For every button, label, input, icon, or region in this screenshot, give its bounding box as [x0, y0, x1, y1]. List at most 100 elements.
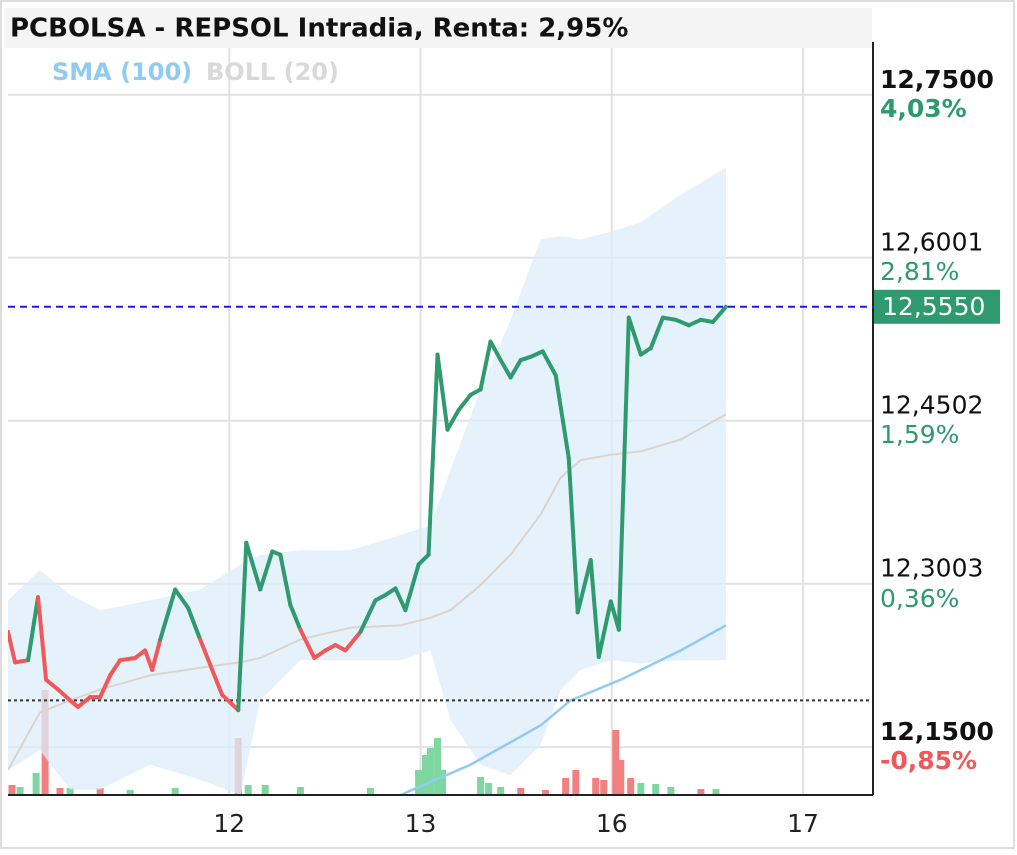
- price-segment: [36, 595, 49, 682]
- price-segment: [150, 637, 163, 672]
- price-segment: [575, 558, 593, 615]
- volume-bar: [421, 755, 429, 795]
- bollinger-middle: [8, 413, 727, 771]
- price-segment: [488, 339, 503, 363]
- price-segment: [210, 667, 225, 697]
- volume-bar: [439, 770, 447, 795]
- price-segment: [553, 373, 571, 460]
- last-price-box: [874, 289, 1000, 324]
- price-segment: [26, 595, 41, 663]
- legend-entry: BOLL (20): [206, 58, 339, 86]
- volume-bar: [637, 783, 645, 795]
- price-segment: [343, 629, 363, 653]
- volume-bar: [244, 785, 252, 795]
- price-segment: [616, 315, 631, 632]
- price-segment: [426, 352, 440, 557]
- volume-bar: [434, 738, 442, 795]
- price-segment: [710, 304, 728, 325]
- x-tick-label: 13: [405, 809, 437, 838]
- price-segment: [236, 540, 249, 713]
- volume-bar: [8, 785, 16, 795]
- price-segment: [75, 695, 93, 709]
- y2-tick-label: 0,36%: [880, 584, 959, 613]
- y-tick-label: 12,7500: [880, 65, 994, 94]
- price-segment: [173, 587, 191, 610]
- price-segment: [445, 408, 461, 432]
- price-segment: [198, 637, 215, 672]
- y2-tick-label: 4,03%: [880, 94, 967, 123]
- volume-bar: [126, 790, 134, 795]
- legend: SMA (100) BOLL (20): [52, 58, 339, 86]
- volume-bar: [366, 788, 374, 795]
- price-segment: [686, 317, 703, 328]
- price-segment: [566, 455, 580, 615]
- plot-area: [8, 167, 873, 795]
- price-segment: [498, 358, 513, 380]
- volume-bar: [652, 784, 660, 795]
- axes: [8, 42, 874, 796]
- volume-bar: [32, 773, 40, 795]
- volume-bar: [485, 783, 493, 795]
- volume-bar: [612, 730, 620, 795]
- title-bar: [4, 8, 872, 48]
- sma-line: [399, 624, 727, 795]
- volume-bar: [617, 760, 625, 795]
- price-segment: [244, 540, 263, 592]
- volume-bar: [415, 770, 423, 795]
- price-segment: [312, 648, 328, 660]
- y2-tick-label: 2,81%: [880, 257, 959, 286]
- x-tick-label: 16: [596, 809, 628, 838]
- volume-bar: [517, 788, 525, 795]
- price-segment: [478, 339, 493, 392]
- price-segment: [258, 549, 275, 592]
- y-tick-label: 12,4502: [880, 391, 983, 420]
- price-segment: [403, 562, 421, 613]
- price-segment: [8, 629, 18, 665]
- legend-entry: SMA (100): [52, 58, 192, 86]
- volume-bar: [16, 787, 24, 795]
- price-segment: [626, 315, 643, 357]
- price-segment: [416, 552, 431, 567]
- price-segment: [298, 627, 317, 660]
- y-tick-label: 12,6001: [880, 228, 983, 257]
- volume-bar: [572, 770, 580, 795]
- volume-bar: [261, 785, 269, 795]
- volume-bar: [697, 789, 705, 795]
- bollinger-band: [8, 167, 726, 795]
- volume-bar: [296, 787, 304, 795]
- price-segment: [508, 358, 523, 380]
- price-segment: [56, 687, 73, 703]
- price-segment: [648, 315, 665, 351]
- volume-bar: [171, 788, 179, 795]
- price-segment: [186, 605, 203, 642]
- price-segment: [288, 602, 303, 632]
- volume-bar: [66, 788, 74, 795]
- volume-bar: [712, 789, 720, 795]
- price-segment: [698, 317, 715, 325]
- volume-bar: [600, 780, 608, 795]
- price-segment: [588, 558, 601, 659]
- volume-bar: [627, 778, 635, 795]
- volume-bar: [542, 790, 550, 795]
- price-segment: [220, 692, 241, 713]
- x-tick-label: 17: [787, 809, 819, 838]
- volume-bar: [426, 748, 434, 795]
- y-tick-label: 12,3003: [880, 554, 983, 583]
- y-tick-label: 12,1500: [880, 717, 994, 746]
- price-segment: [118, 655, 138, 663]
- x-tick-label: 12: [213, 809, 245, 838]
- price-segment: [673, 317, 691, 328]
- price-segment: [540, 349, 558, 378]
- volume-bar: [497, 787, 505, 795]
- volume-bar: [477, 777, 485, 795]
- volume-bar: [562, 778, 570, 795]
- price-segment: [393, 586, 408, 613]
- price-segment: [278, 552, 293, 607]
- volume-bar: [592, 778, 600, 795]
- volume-bar: [667, 787, 675, 795]
- price-segment: [13, 658, 31, 665]
- price-segment: [98, 673, 113, 700]
- price-segment: [528, 349, 545, 359]
- y2-tick-label: -0,85%: [880, 746, 977, 775]
